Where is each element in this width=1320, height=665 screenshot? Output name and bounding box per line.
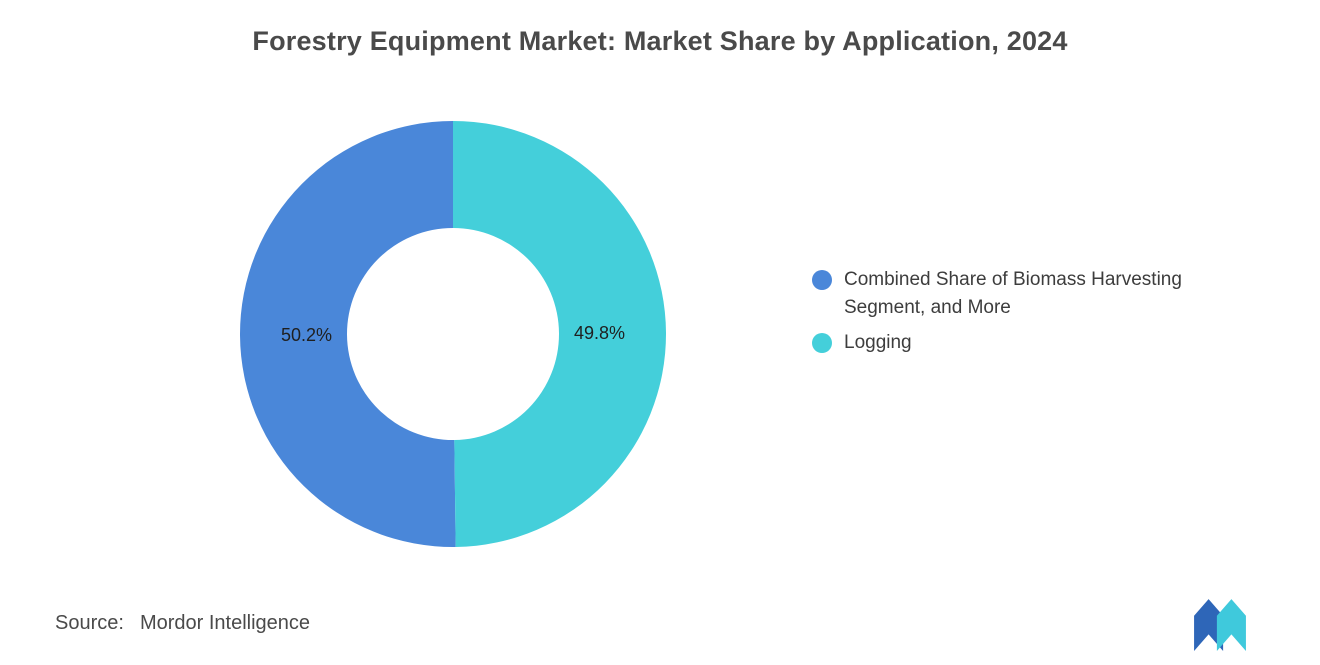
logo-left-chevron: [1194, 599, 1224, 651]
chart-legend: Combined Share of Biomass Harvesting Seg…: [812, 266, 1252, 364]
mordor-intelligence-logo: [1194, 599, 1246, 651]
donut-segment-1[interactable]: [453, 121, 667, 547]
donut-chart: 50.2% 49.8%: [240, 121, 667, 547]
legend-label-biomass: Combined Share of Biomass Harvesting Seg…: [844, 269, 1182, 318]
legend-label-logging: Logging: [844, 332, 912, 353]
source-label: Source:: [55, 612, 124, 634]
source-value: Mordor Intelligence: [139, 612, 311, 634]
slice-label-1: 49.8%: [574, 323, 625, 343]
legend-marker-biomass: [812, 270, 832, 290]
chart-title: Forestry Equipment Market: Market Share …: [252, 26, 1068, 56]
donut-chart-area: 50.2% 49.8%: [238, 119, 668, 549]
legend-marker-logging: [812, 333, 832, 353]
legend-item-biomass[interactable]: Combined Share of Biomass Harvesting Seg…: [812, 266, 1252, 322]
donut-segment-0[interactable]: [240, 121, 456, 547]
logo-right-chevron: [1216, 599, 1246, 651]
slice-label-0: 50.2%: [281, 325, 332, 345]
source-line: Source: Mordor Intelligence: [55, 612, 310, 635]
legend-item-logging[interactable]: Logging: [812, 329, 1252, 357]
